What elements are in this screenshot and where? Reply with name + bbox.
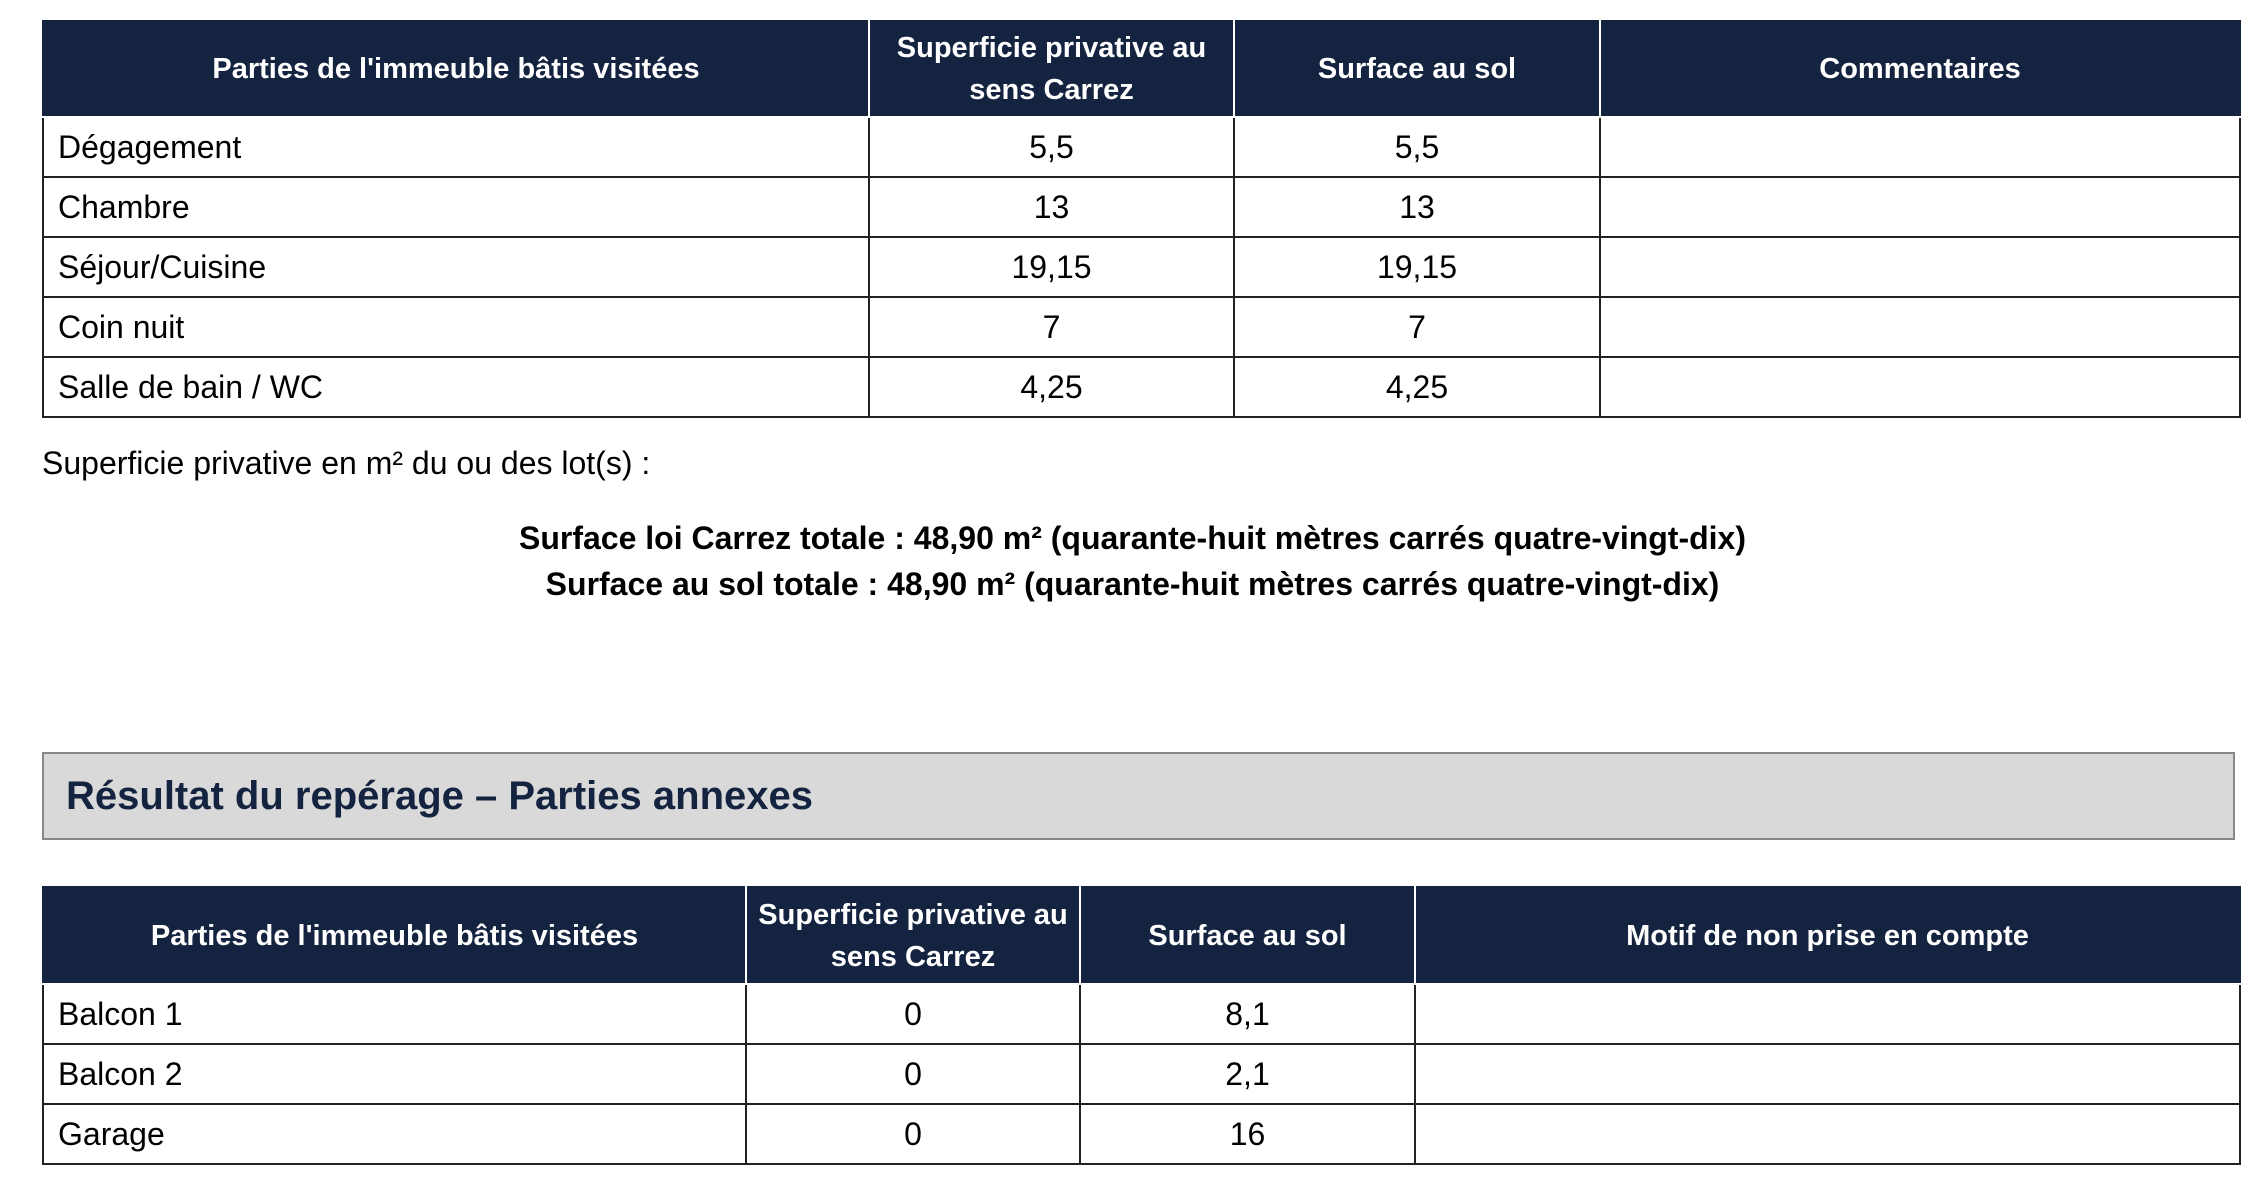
table-row: Balcon 1 0 8,1	[42, 983, 2241, 1045]
table-row: Dégagement 5,5 5,5	[42, 116, 2241, 178]
table-cell: 7	[1233, 296, 1601, 358]
table-cell: Balcon 1	[42, 983, 747, 1045]
areas-table: Parties de l'immeuble bâtis visitées Supe…	[42, 20, 2241, 418]
header-cell: Surface au sol	[1079, 886, 1416, 985]
header-cell: Parties de l'immeuble bâtis visitées	[42, 20, 870, 118]
empty-cell	[1599, 356, 2241, 418]
table-cell: 0	[745, 1043, 1081, 1105]
table-cell: 5,5	[1233, 116, 1601, 178]
table-cell: Balcon 2	[42, 1043, 747, 1105]
table-row: Coin nuit 7 7	[42, 296, 2241, 358]
table-cell: 7	[868, 296, 1235, 358]
section-header: Résultat du repérage – Parties annexes	[42, 752, 2235, 840]
table-row: Salle de bain / WC 4,25 4,25	[42, 356, 2241, 418]
section-title: Résultat du repérage – Parties annexes	[66, 774, 813, 818]
table-cell: 13	[868, 176, 1235, 238]
table-cell: Garage	[42, 1103, 747, 1165]
summary-line: Surface au sol totale : 48,90 m² (quaran…	[545, 566, 1720, 602]
empty-cell	[1599, 296, 2241, 358]
header-cell: Superficie privative au sens Carrez	[868, 20, 1235, 118]
table-cell: 19,15	[868, 236, 1235, 298]
empty-cell	[1414, 983, 2241, 1045]
table-cell: 16	[1079, 1103, 1416, 1165]
header-cell: Parties de l'immeuble bâtis visitées	[42, 886, 747, 985]
table-cell: 5,5	[868, 116, 1235, 178]
header-cell: Surface au sol	[1233, 20, 1601, 118]
empty-cell	[1599, 176, 2241, 238]
table-cell: 8,1	[1079, 983, 1416, 1045]
table-cell: 0	[745, 1103, 1081, 1165]
empty-cell	[1414, 1043, 2241, 1105]
table-cell: 2,1	[1079, 1043, 1416, 1105]
table-cell: Salle de bain / WC	[42, 356, 870, 418]
empty-cell	[1599, 236, 2241, 298]
header-cell: Motif de non prise en compte	[1414, 886, 2241, 985]
header-row: Parties de l'immeuble bâtis visitées Supe…	[42, 20, 2241, 118]
summary-intro: Superficie privative en m² du ou des lot…	[42, 445, 651, 481]
table-row: Garage 0 16	[42, 1103, 2241, 1165]
table-row: Séjour/Cuisine 19,15 19,15	[42, 236, 2241, 298]
annex-table: Parties de l'immeuble bâtis visitées Supe…	[42, 886, 2241, 1165]
table-cell: Séjour/Cuisine	[42, 236, 870, 298]
table-cell: Dégagement	[42, 116, 870, 178]
table-row: Chambre 13 13	[42, 176, 2241, 238]
empty-cell	[1599, 116, 2241, 178]
table-cell: Coin nuit	[42, 296, 870, 358]
table-cell: 4,25	[1233, 356, 1601, 418]
table-cell: Chambre	[42, 176, 870, 238]
header-cell: Superficie privative au sens Carrez	[745, 886, 1081, 985]
empty-cell	[1414, 1103, 2241, 1165]
header-cell: Commentaires	[1599, 20, 2241, 118]
table-cell: 0	[745, 983, 1081, 1045]
table-cell: 4,25	[868, 356, 1235, 418]
table-row: Balcon 2 0 2,1	[42, 1043, 2241, 1105]
summary-line: Surface loi Carrez totale : 48,90 m² (qu…	[519, 520, 1746, 556]
table-cell: 13	[1233, 176, 1601, 238]
table-cell: 19,15	[1233, 236, 1601, 298]
header-row: Parties de l'immeuble bâtis visitées Supe…	[42, 886, 2241, 985]
